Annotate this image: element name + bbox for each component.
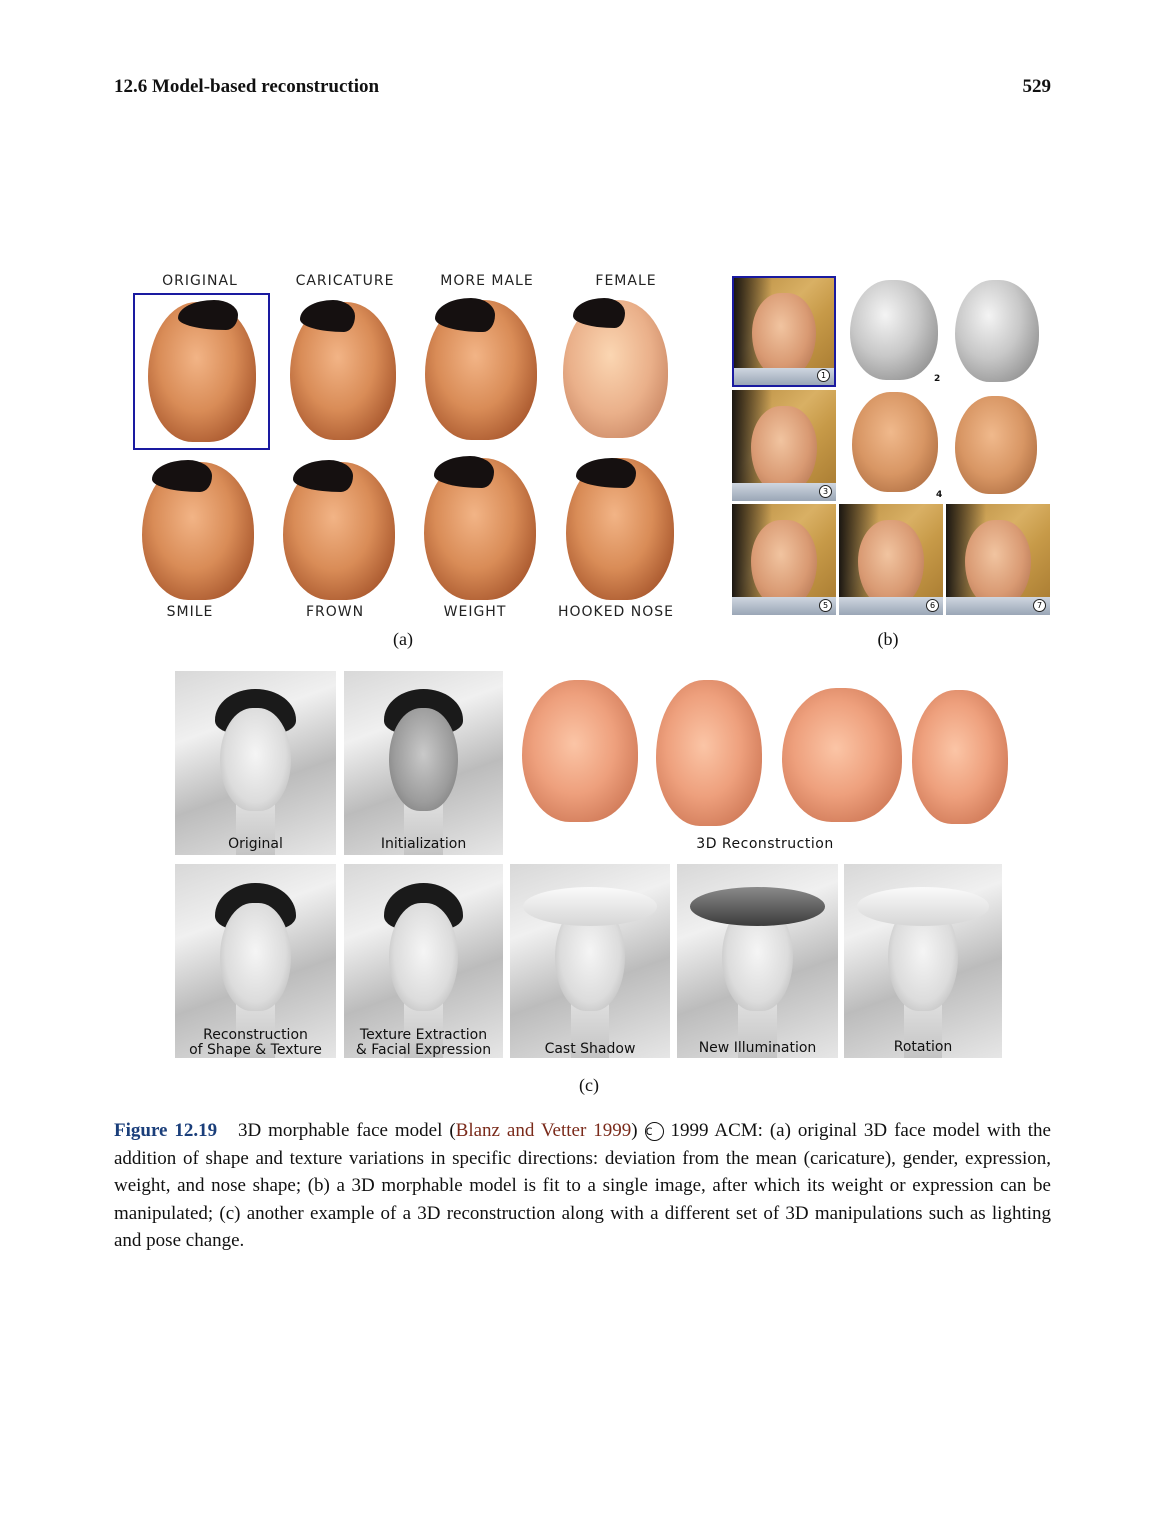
label-c-reconstruction-line1: Reconstruction: [203, 1027, 308, 1043]
caption-body: 1999 ACM: (a) original 3D face model wit…: [114, 1120, 1051, 1251]
photo-manipulation-3-image: 7: [946, 504, 1050, 615]
copyright-icon: c: [644, 1122, 664, 1141]
photo-fit-image: 3: [732, 390, 836, 501]
textured-head-side-image: [955, 396, 1037, 494]
label-c-texture-line2: & Facial Expression: [355, 1042, 492, 1058]
hair-caricature: [300, 300, 355, 332]
photo-rotation-image: Rotation: [844, 864, 1002, 1058]
label-weight: WEIGHT: [443, 604, 507, 620]
step-number: 5: [819, 599, 832, 612]
photo-cast-shadow-image: Cast Shadow: [510, 864, 670, 1058]
hair-female: [573, 298, 625, 328]
step-number: 6: [926, 599, 939, 612]
label-c-rotation: Rotation: [893, 1039, 953, 1055]
step-number: 3: [819, 485, 832, 498]
caption-intro: 3D morphable face model (: [237, 1120, 456, 1141]
step-number: 2: [934, 374, 941, 384]
recon-head-3-image: [782, 688, 902, 822]
label-3d-reconstruction: 3D Reconstruction: [696, 836, 834, 852]
recon-head-2-image: [656, 680, 762, 826]
photo-original-image: Original: [175, 671, 336, 855]
label-hooked-nose: HOOKED NOSE: [557, 604, 675, 620]
label-frown: FROWN: [305, 604, 365, 620]
label-c-initialization: Initialization: [380, 836, 467, 852]
figure-label: Figure 12.19: [114, 1120, 218, 1141]
label-more-male: MORE MALE: [440, 273, 534, 289]
hair-weight: [434, 456, 494, 488]
photo-new-illumination-image: New Illumination: [677, 864, 838, 1058]
hair-more-male: [435, 298, 495, 332]
label-c-reconstruction-line2: of Shape & Texture: [189, 1042, 322, 1058]
step-number: 7: [1033, 599, 1046, 612]
hair-frown: [293, 460, 353, 492]
label-caricature: CARICATURE: [295, 273, 395, 289]
subcaption-a: (a): [393, 629, 413, 649]
label-c-cast-shadow: Cast Shadow: [544, 1041, 636, 1057]
label-original: ORIGINAL: [162, 273, 238, 289]
citation-link[interactable]: Blanz and Vetter 1999: [455, 1120, 632, 1141]
photo-initialization-image: Initialization: [344, 671, 503, 855]
hair-smile: [152, 460, 212, 492]
label-c-new-illumination: New Illumination: [698, 1040, 817, 1056]
hair-hooked-nose: [576, 458, 636, 488]
recon-head-1-image: [522, 680, 638, 822]
subcaption-c: (c): [579, 1075, 599, 1095]
label-smile: SMILE: [166, 604, 214, 620]
running-head: 12.6 Model-based reconstruction: [114, 76, 380, 97]
recon-head-4-image: [912, 690, 1008, 824]
photo-manipulation-1-image: 5: [732, 504, 836, 615]
textured-head-front-image: [852, 392, 938, 492]
photo-reconstruction-image: Reconstruction of Shape & Texture: [175, 864, 336, 1058]
photo-texture-extraction-image: Texture Extraction & Facial Expression: [344, 864, 503, 1058]
grey-mesh-front-image: [850, 280, 938, 380]
grey-mesh-side-image: [955, 280, 1039, 382]
subcaption-b: (b): [877, 629, 899, 649]
hair-original: [178, 300, 238, 330]
figure-caption: Figure 12.19 3D morphable face model (Bl…: [114, 1117, 1051, 1255]
page-number: 529: [1022, 76, 1052, 97]
caption-close-paren: ): [631, 1120, 638, 1141]
label-c-original: Original: [228, 836, 283, 852]
original-face-frame: [133, 293, 270, 450]
photo-input-image: 1: [732, 276, 836, 387]
photo-manipulation-2-image: 6: [839, 504, 943, 615]
label-female: FEMALE: [595, 273, 657, 289]
step-number: 4: [936, 490, 943, 500]
label-c-texture-line1: Texture Extraction: [359, 1027, 488, 1043]
step-number: 1: [817, 369, 830, 382]
